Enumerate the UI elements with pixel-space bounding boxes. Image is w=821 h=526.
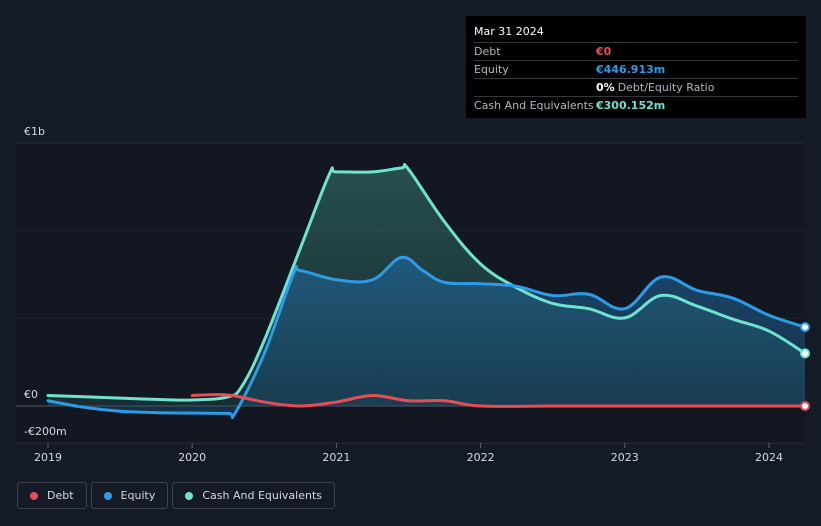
tooltip-label: Equity (474, 63, 509, 76)
y-tick-label: €1b (24, 125, 45, 138)
legend-item-cash[interactable]: Cash And Equivalents (172, 482, 335, 509)
tooltip-value: €300.152m (596, 99, 666, 112)
series-endpoints (800, 322, 811, 411)
tooltip-row-ratio: 0% Debt/Equity Ratio (474, 78, 798, 96)
equity-line (46, 255, 807, 420)
equity-endpoint (800, 322, 811, 333)
x-tick-label: 2020 (178, 451, 206, 464)
legend-item-equity[interactable]: Equity (90, 482, 169, 509)
tooltip-label: Debt (474, 45, 501, 58)
legend-label: Equity (120, 489, 156, 502)
legend-item-debt[interactable]: Debt (17, 482, 87, 509)
tooltip-value: 0% Debt/Equity Ratio (596, 79, 714, 96)
debt-endpoint (800, 401, 811, 411)
series-lines (46, 162, 807, 420)
data-tooltip: Mar 31 2024 Debt €0 Equity €446.913m 0% D… (466, 16, 806, 118)
tooltip-row-cash: Cash And Equivalents €300.152m (474, 96, 798, 114)
legend-label: Cash And Equivalents (202, 489, 322, 502)
tooltip-value: €0 (596, 45, 612, 58)
chart-legend: Debt Equity Cash And Equivalents (17, 482, 335, 509)
equity-area (48, 257, 806, 418)
x-tick-label: 2021 (322, 451, 350, 464)
tooltip-date: Mar 31 2024 (474, 25, 544, 38)
debt-dot-icon (30, 491, 38, 500)
equity-dot-icon (103, 491, 112, 500)
x-tick-label: 2019 (34, 451, 62, 464)
x-tick-label: 2024 (755, 451, 783, 464)
cash-and-equivalents-line (46, 162, 807, 402)
x-axis-labels: 2019 2020 2021 2022 2023 2024 (34, 443, 783, 464)
tooltip-row-equity: Equity €446.913m (474, 60, 798, 78)
tooltip-row-debt: Debt €0 (474, 42, 798, 60)
tooltip-label (474, 79, 596, 96)
legend-label: Debt (47, 489, 74, 502)
y-axis-labels: €1b €0 -€200m (24, 125, 67, 438)
ratio-label: Debt/Equity Ratio (617, 81, 715, 94)
area-fills (48, 164, 806, 418)
debt-line (190, 393, 807, 408)
x-tick-label: 2023 (611, 451, 639, 464)
ratio-value: 0% (596, 81, 615, 94)
y-tick-label: €0 (24, 388, 38, 401)
cash-and-equivalents-endpoint (800, 348, 811, 359)
cash-dot-icon (185, 491, 194, 500)
tooltip-label: Cash And Equivalents (474, 99, 594, 112)
y-tick-label: -€200m (24, 425, 67, 438)
x-tick-label: 2022 (467, 451, 495, 464)
tooltip-value: €446.913m (596, 63, 666, 76)
